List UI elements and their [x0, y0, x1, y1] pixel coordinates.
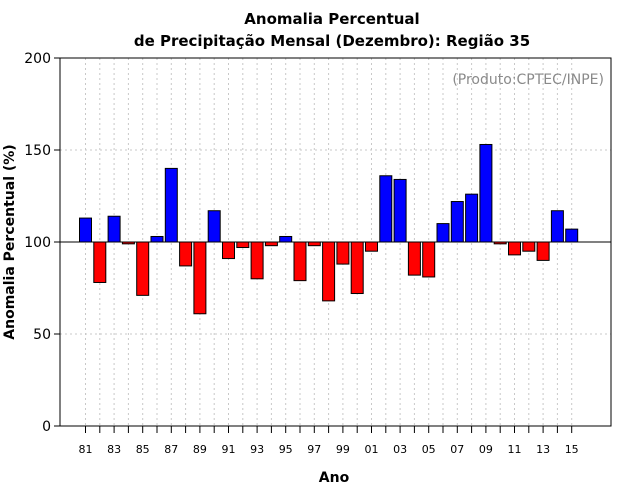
bar-1990 [207, 210, 221, 243]
bar-2001 [365, 241, 378, 252]
x-tick-label: 11 [508, 443, 522, 456]
x-tick-label: 81 [79, 443, 93, 456]
bar-1992 [236, 241, 250, 249]
x-tick-label: 01 [365, 443, 379, 456]
x-tick-label: 05 [422, 443, 436, 456]
y-tick-label: 100 [24, 235, 51, 251]
bar-1987 [164, 167, 178, 243]
bar-1996 [293, 241, 307, 282]
bar-1994 [264, 241, 278, 247]
bar-1983 [107, 215, 121, 243]
x-tick-label: 93 [250, 443, 264, 456]
bar-2003 [393, 178, 407, 243]
bar-1997 [307, 241, 321, 247]
bar-1995 [279, 235, 293, 243]
bar-2013 [536, 241, 550, 261]
bar-2008 [465, 193, 479, 243]
bar-2012 [522, 241, 536, 252]
bar-1986 [150, 235, 164, 243]
chart-title-line1: Anomalia Percentual [244, 10, 419, 28]
x-tick-label: 89 [193, 443, 207, 456]
bar-1985 [136, 241, 150, 296]
x-tick-label: 91 [222, 443, 236, 456]
bar-1991 [222, 241, 235, 260]
x-tick-label: 13 [536, 443, 550, 456]
bars [79, 143, 579, 315]
bar-2006 [436, 223, 450, 243]
bar-2015 [565, 228, 579, 243]
x-tick-label: 97 [307, 443, 321, 456]
bar-2011 [508, 241, 521, 256]
x-axis: 81 83 85 87 89 91 93 95 97 99 01 03 05 07 09 11 13 15 [79, 426, 579, 456]
y-axis-label: Anomalia Percentual (%) [2, 144, 18, 339]
y-tick-label: 50 [33, 327, 51, 343]
x-tick-label: 95 [279, 443, 293, 456]
y-tick-label: 0 [42, 419, 51, 435]
x-tick-label: 15 [565, 443, 579, 456]
bar-2007 [450, 201, 464, 243]
bar-1998 [322, 241, 336, 302]
x-tick-label: 99 [336, 443, 350, 456]
bar-2014 [550, 210, 564, 243]
x-tick-label: 07 [450, 443, 464, 456]
bar-1993 [250, 241, 264, 280]
x-axis-label: Ano [319, 470, 350, 486]
bar-1981 [79, 217, 92, 243]
y-tick-label: 150 [24, 143, 51, 159]
x-tick-label: 83 [107, 443, 121, 456]
y-axis: 0 50 100 150 200 [24, 51, 60, 435]
x-tick-label: 09 [479, 443, 493, 456]
bar-1999 [336, 241, 350, 265]
bar-1988 [179, 241, 193, 267]
bar-2009 [479, 143, 493, 243]
chart-title-line2: de Precipitação Mensal (Dezembro): Regiã… [134, 32, 530, 50]
bar-2004 [407, 241, 421, 276]
x-tick-label: 85 [136, 443, 150, 456]
credit-text: (Produto:CPTEC/INPE) [452, 72, 604, 88]
x-tick-label: 87 [164, 443, 178, 456]
bar-2002 [379, 175, 393, 243]
bar-2005 [422, 241, 436, 278]
y-tick-label: 200 [24, 51, 51, 67]
bar-2000 [350, 241, 364, 295]
x-tick-label: 03 [393, 443, 407, 456]
bar-1982 [93, 241, 107, 283]
bar-1989 [193, 241, 207, 315]
